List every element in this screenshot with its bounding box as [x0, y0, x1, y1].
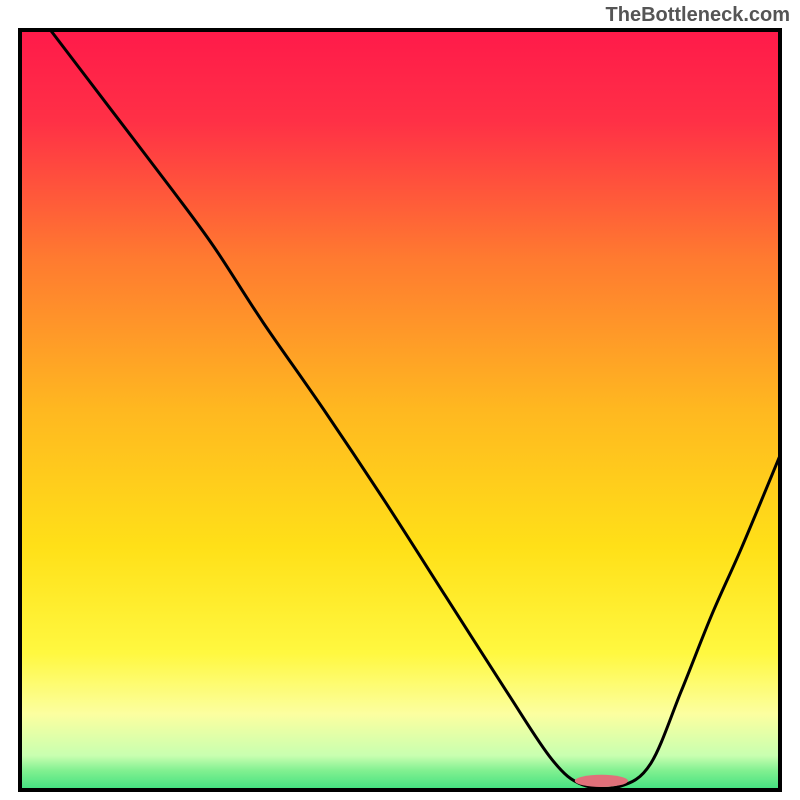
chart-container: { "watermark": { "text": "TheBottleneck.… [0, 0, 800, 800]
bottleneck-chart [0, 0, 800, 800]
watermark-text: TheBottleneck.com [606, 4, 790, 27]
chart-background [20, 30, 780, 790]
optimal-marker [575, 775, 628, 787]
